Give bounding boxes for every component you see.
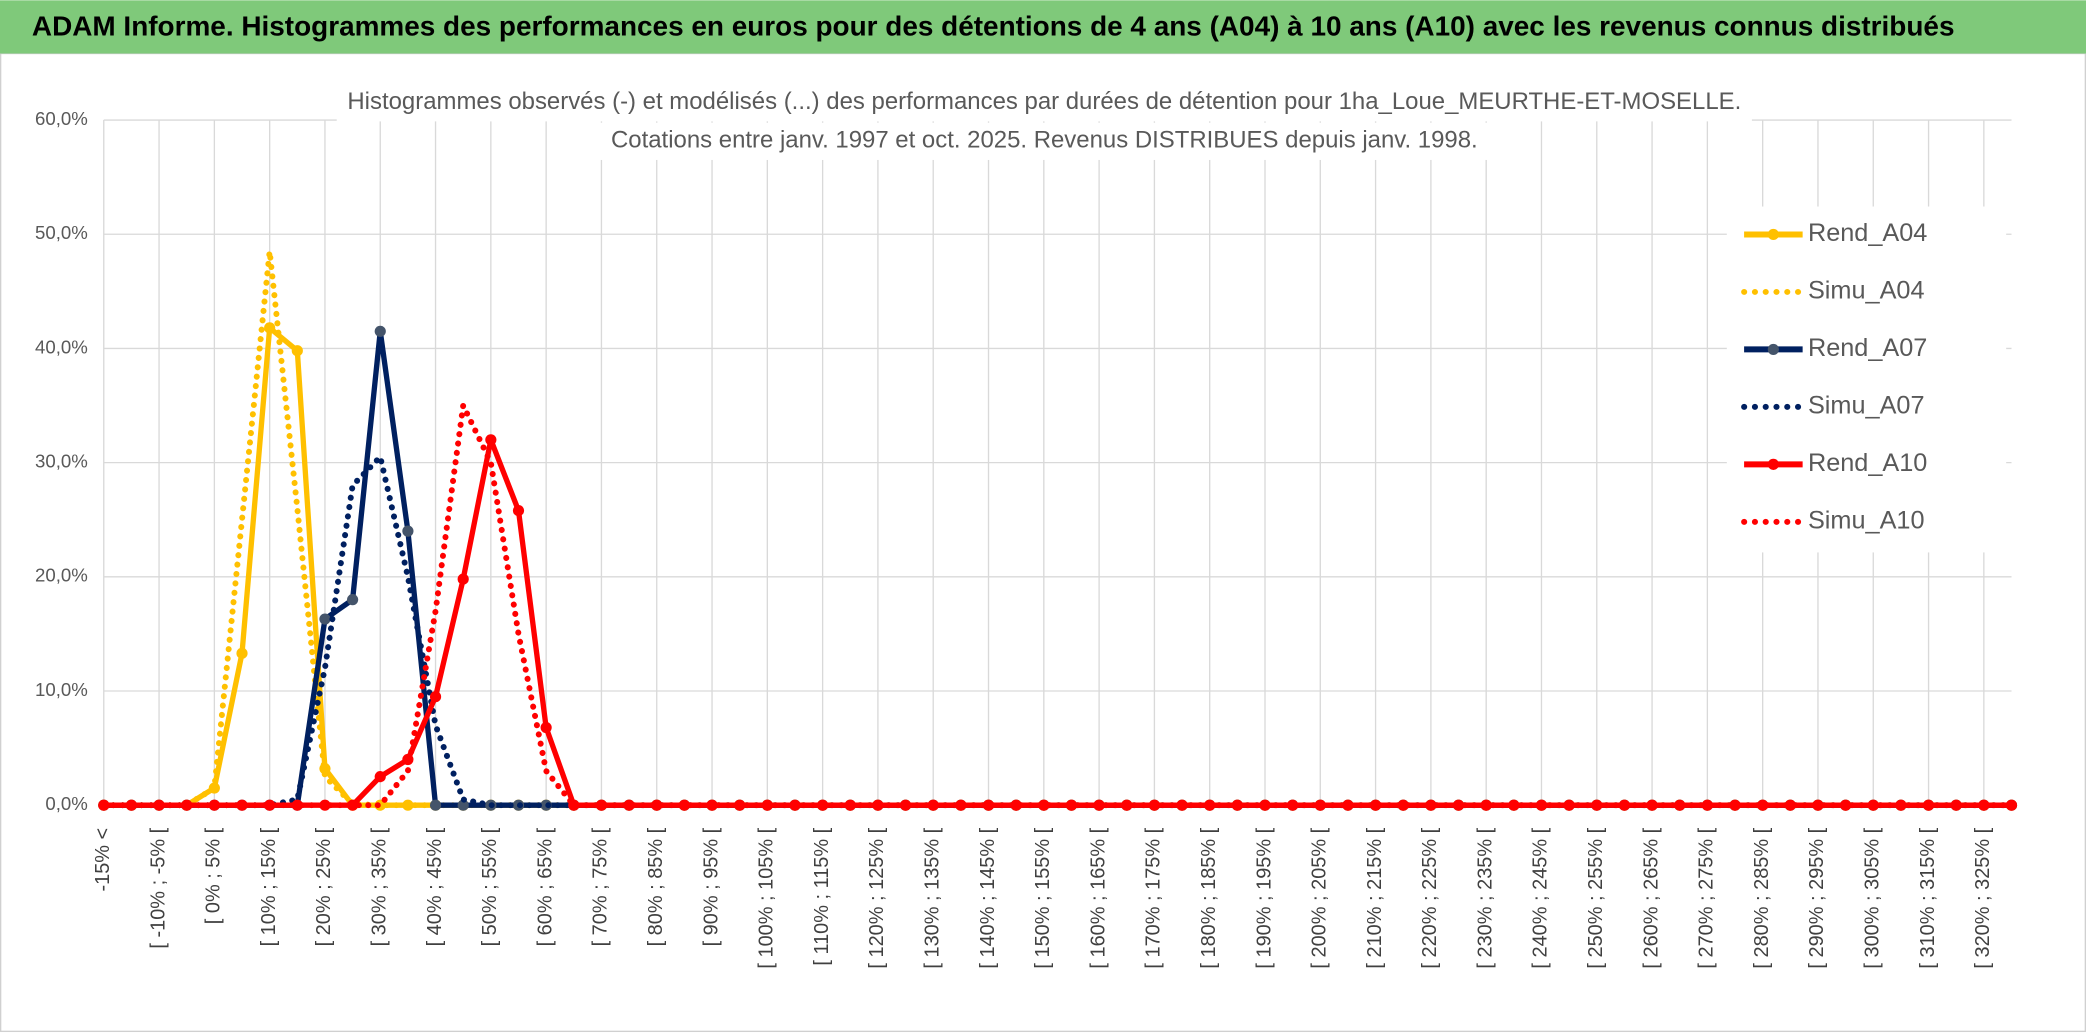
title-background [600, 122, 1489, 160]
series-marker [264, 799, 276, 811]
x-tick-label: [ 30% ; 35% [ [369, 827, 391, 946]
x-tick-label: [ 260% ; 265% [ [1640, 827, 1662, 968]
series-marker [374, 325, 386, 337]
x-tick-label: [ -10% ; -5% [ [147, 827, 169, 948]
series-marker [236, 647, 248, 659]
series-marker [291, 345, 303, 357]
x-tick-label: [ 40% ; 45% [ [424, 827, 446, 946]
series-line [100, 402, 2015, 809]
series-marker [429, 799, 442, 811]
chart-title: Cotations entre janv. 1997 et oct. 2025.… [611, 127, 1478, 154]
series-marker [623, 799, 635, 811]
x-tick-label: [ 120% ; 125% [ [866, 827, 888, 968]
series-marker [457, 573, 469, 585]
legend-label: Simu_A04 [1808, 277, 1925, 305]
x-tick-label: [ 240% ; 245% [ [1530, 827, 1552, 968]
x-tick-label: [ 230% ; 235% [ [1474, 827, 1496, 968]
series-marker [982, 799, 995, 811]
x-tick-label: [ 90% ; 95% [ [700, 827, 722, 946]
x-tick-label: [ 50% ; 55% [ [479, 827, 501, 946]
x-tick-label: [ 100% ; 105% [ [756, 827, 778, 968]
legend-background [1726, 206, 2007, 553]
series-marker [485, 434, 497, 446]
x-tick-label: [ 20% ; 25% [ [313, 827, 335, 946]
x-tick-label: [ 70% ; 75% [ [590, 827, 612, 946]
y-tick-label: 30,0% [35, 451, 88, 472]
series-marker [1342, 799, 1354, 811]
series-marker [402, 525, 414, 537]
x-tick-label: [ 270% ; 275% [ [1696, 827, 1718, 968]
series-marker [1729, 799, 1741, 811]
x-tick-label: [ 160% ; 165% [ [1087, 827, 1109, 968]
x-tick-label: [ 110% ; 115% [ [811, 827, 833, 965]
series-marker [2005, 799, 2018, 811]
y-tick-label: 0,0% [45, 793, 87, 814]
chart-title: Histogrammes observés (-) et modélisés (… [347, 88, 1741, 115]
series-marker [540, 721, 552, 734]
series-marker [1757, 799, 1769, 811]
series-marker [374, 771, 386, 783]
x-tick-label: [ 140% ; 145% [ [977, 827, 999, 968]
header-bar [0, 0, 2086, 54]
x-tick-label: [ 10% ; 15% [ [258, 827, 280, 946]
legend-label: Rend_A10 [1808, 449, 1927, 477]
x-tick-label: [ 0% ; 5% [ [203, 827, 225, 924]
x-tick-label: [ 310% ; 315% [ [1917, 827, 1939, 968]
series-marker [457, 799, 469, 811]
series-marker [319, 613, 331, 625]
x-tick-label: [ 190% ; 195% [ [1253, 827, 1275, 968]
y-tick-label: 60,0% [35, 108, 88, 129]
series-marker [1397, 799, 1409, 811]
y-tick-label: 20,0% [35, 565, 88, 586]
x-tick-label: [ 130% ; 135% [ [921, 827, 943, 968]
x-tick-label: [ 170% ; 175% [ [1143, 827, 1165, 968]
x-tick-label: [ 180% ; 185% [ [1198, 827, 1220, 968]
series-marker [1370, 799, 1382, 811]
y-tick-label: 50,0% [35, 222, 88, 243]
x-tick-label: [ 80% ; 85% [ [645, 827, 667, 946]
series-marker [429, 691, 442, 703]
legend-label: Rend_A07 [1808, 334, 1927, 362]
series-marker [1010, 799, 1022, 811]
header-title: ADAM Informe. Histogrammes des performan… [32, 11, 1955, 42]
x-tick-label: [ 220% ; 225% [ [1419, 827, 1441, 968]
legend-label: Rend_A04 [1808, 219, 1927, 247]
y-tick-label: 40,0% [35, 336, 88, 357]
legend-label: Simu_A07 [1808, 392, 1925, 420]
y-tick-label: 10,0% [35, 679, 88, 700]
series-marker [291, 799, 303, 811]
legend-marker [1767, 458, 1779, 470]
x-tick-label: [ 60% ; 65% [ [534, 827, 556, 946]
legend-label: Simu_A10 [1808, 506, 1925, 534]
series-marker [347, 594, 359, 606]
series-marker [264, 322, 276, 334]
legend-marker [1767, 228, 1779, 241]
x-tick-label: [ 300% ; 305% [ [1862, 827, 1884, 968]
x-tick-label: [ 200% ; 205% [ [1309, 827, 1331, 968]
x-tick-label: [ 290% ; 295% [ [1806, 827, 1828, 968]
series-marker [595, 799, 608, 811]
x-tick-label: [ 280% ; 285% [ [1751, 827, 1773, 968]
legend-marker [1767, 343, 1779, 355]
x-tick-label: -15% < [92, 828, 114, 892]
series-marker [512, 504, 525, 517]
x-tick-label: [ 150% ; 155% [ [1032, 827, 1054, 968]
title-background [336, 84, 1752, 122]
x-tick-label: [ 250% ; 255% [ [1585, 827, 1607, 968]
x-tick-label: [ 210% ; 215% [ [1364, 827, 1386, 968]
x-tick-label: [ 320% ; 325% [ [1972, 827, 1994, 968]
